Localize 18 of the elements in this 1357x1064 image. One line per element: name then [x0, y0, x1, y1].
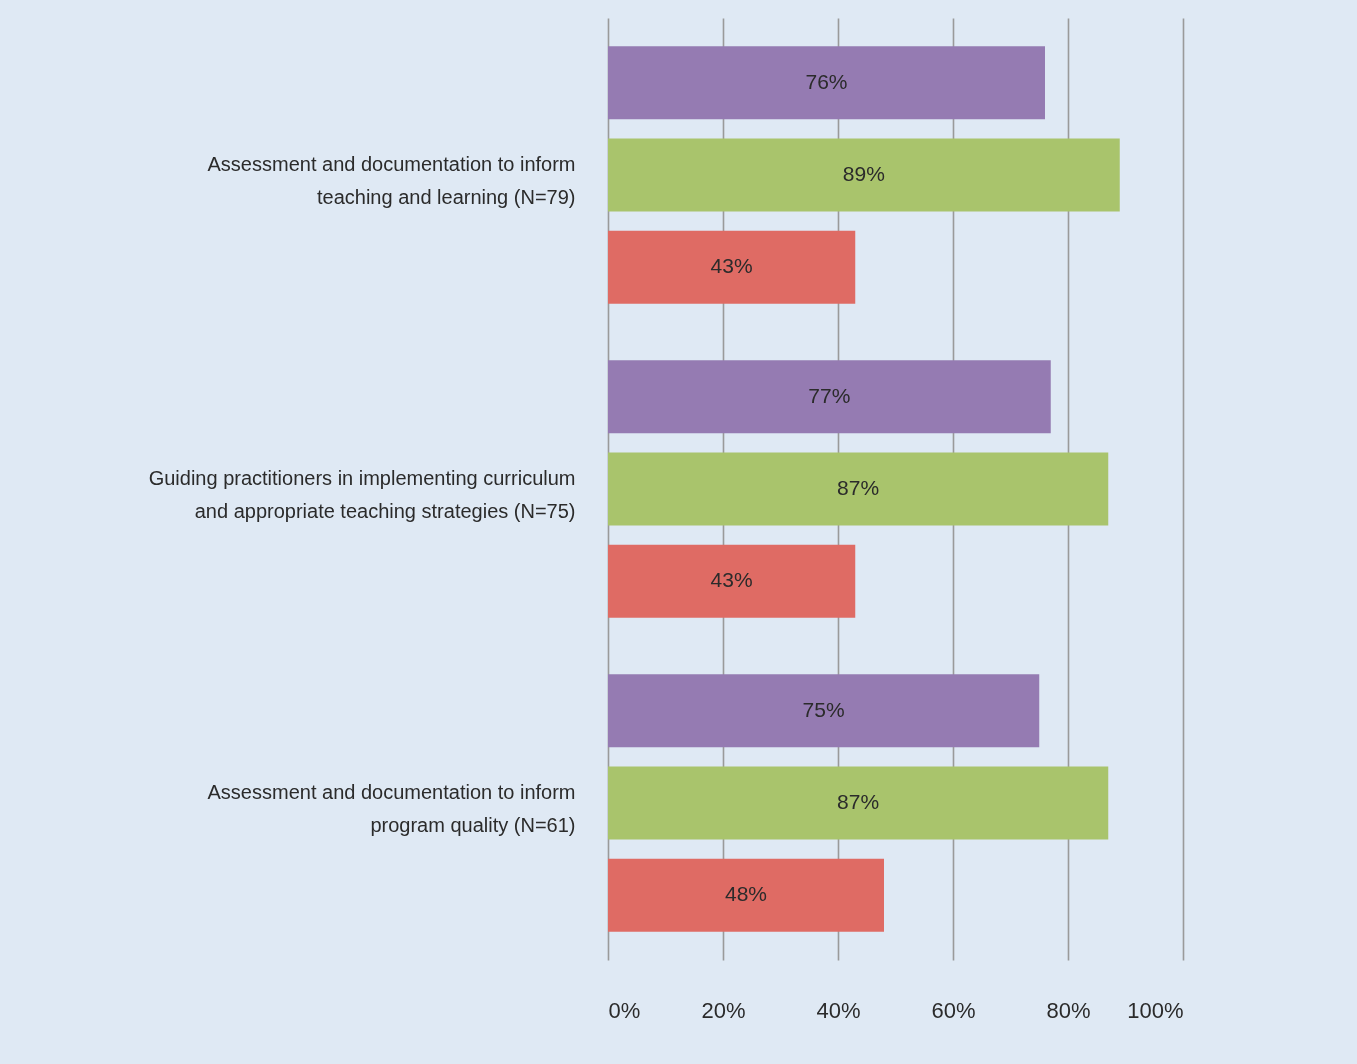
- data-label: 87%: [837, 476, 880, 499]
- y-tick-label: Guiding practitioners in implementing curriculum and appropriate teaching strategies (N=75): [148, 467, 576, 522]
- x-tick-label: 60%: [931, 997, 976, 1023]
- data-label: 43%: [710, 254, 753, 278]
- y-tick-label: Assessment and documentation to inform teaching and learning (N=79): [207, 153, 576, 208]
- y-tick-label: Assessment and documentation to inform program quality (N=61): [207, 781, 576, 836]
- x-tick-label: 40%: [816, 997, 861, 1023]
- data-label: 87%: [837, 790, 880, 813]
- data-label: 77%: [808, 383, 851, 407]
- x-tick-label: 20%: [701, 997, 746, 1023]
- data-label: 43%: [710, 568, 753, 592]
- data-label: 76%: [805, 69, 848, 93]
- data-label: 75%: [802, 697, 845, 721]
- x-tick-label: 80%: [1046, 997, 1091, 1023]
- data-label: 48%: [724, 882, 768, 906]
- data-label: 89%: [842, 162, 885, 185]
- x-tick-label: 0%: [608, 997, 641, 1023]
- x-tick-label: 100%: [1127, 997, 1184, 1023]
